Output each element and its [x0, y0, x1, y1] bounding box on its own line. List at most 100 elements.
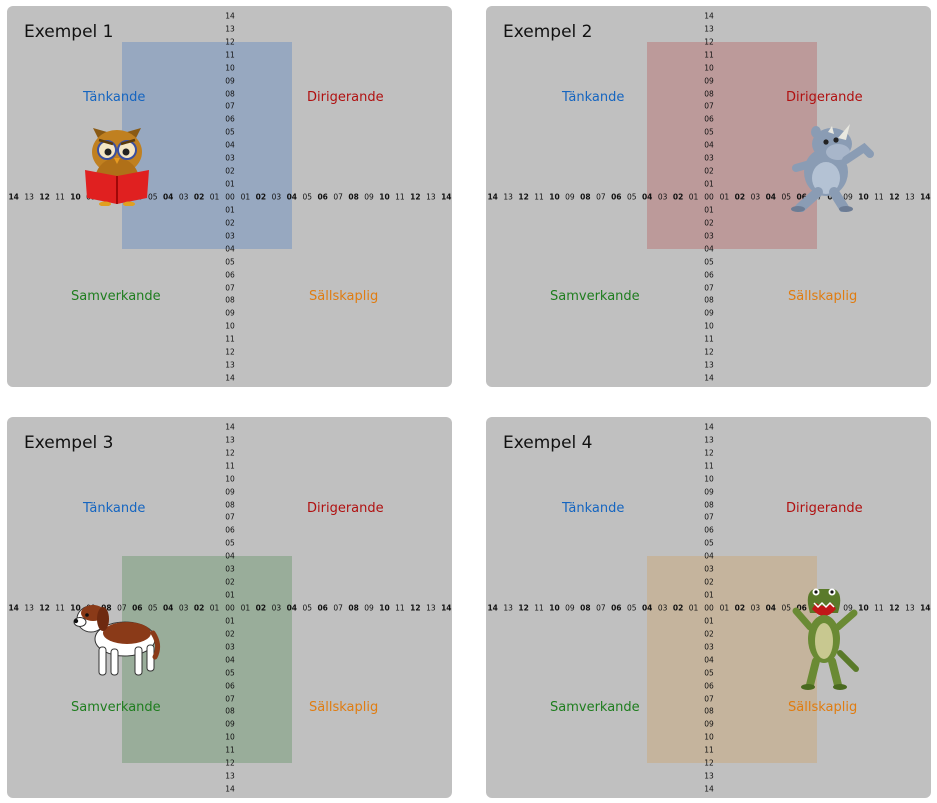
vertical-tick-label: 01	[704, 179, 714, 189]
horizontal-tick-label: 04	[641, 603, 653, 613]
vertical-tick-label: 07	[704, 512, 714, 522]
quadrant-label-dirigerande: Dirigerande	[786, 501, 863, 516]
horizontal-tick-label: 08	[580, 603, 591, 613]
example-title: Exempel 3	[24, 433, 114, 453]
horizontal-tick-label: 09	[565, 603, 575, 613]
vertical-tick-label: 06	[225, 114, 235, 124]
vertical-tick-label: 14	[225, 422, 235, 432]
horizontal-tick-label: 07	[117, 603, 127, 613]
vertical-tick-label: 02	[704, 218, 714, 228]
horizontal-tick-label: 12	[39, 192, 50, 202]
vertical-tick-label: 00	[225, 603, 235, 613]
quadrant-label-sallskaplig: Sällskaplig	[309, 289, 379, 304]
quadrant-label-dirigerande: Dirigerande	[307, 90, 384, 105]
vertical-tick-label: 00	[704, 603, 714, 613]
vertical-tick-label: 12	[704, 448, 714, 458]
vertical-tick-label: 05	[704, 256, 714, 266]
vertical-tick-label: 05	[704, 538, 714, 548]
horizontal-tick-label: 01	[209, 192, 220, 202]
vertical-tick-label: 13	[704, 24, 714, 34]
vertical-tick-label: 04	[225, 243, 235, 253]
horizontal-tick-label: 11	[874, 603, 884, 613]
vertical-tick-label: 09	[704, 308, 714, 318]
example-title: Exempel 2	[503, 22, 593, 42]
dog-icon	[73, 605, 161, 676]
horizontal-tick-label: 11	[395, 192, 405, 202]
horizontal-tick-label: 10	[379, 603, 390, 613]
vertical-tick-label: 07	[704, 693, 714, 703]
horizontal-tick-label: 11	[534, 192, 544, 202]
vertical-tick-label: 02	[704, 577, 714, 587]
horizontal-tick-label: 04	[162, 192, 174, 202]
vertical-tick-label: 09	[225, 486, 235, 496]
vertical-tick-label: 08	[704, 499, 714, 509]
rhino-icon	[791, 124, 874, 212]
horizontal-tick-label: 06	[317, 192, 328, 202]
crocodile-icon	[792, 588, 859, 690]
vertical-tick-label: 12	[225, 37, 235, 47]
vertical-tick-label: 14	[704, 422, 714, 432]
vertical-tick-label: 05	[704, 127, 714, 137]
quadrant-label-dirigerande: Dirigerande	[307, 501, 384, 516]
vertical-tick-label: 07	[225, 512, 235, 522]
horizontal-tick-label: 05	[147, 603, 158, 613]
vertical-tick-label: 08	[225, 295, 235, 305]
vertical-tick-label: 09	[225, 308, 235, 318]
horizontal-tick-label: 11	[534, 603, 544, 613]
vertical-tick-label: 01	[704, 616, 714, 626]
horizontal-tick-label: 14	[8, 192, 19, 202]
horizontal-tick-label: 07	[596, 192, 606, 202]
vertical-tick-label: 05	[225, 538, 235, 548]
horizontal-tick-label: 05	[302, 603, 313, 613]
quadrant-label-sallskaplig: Sällskaplig	[788, 700, 858, 715]
vertical-tick-label: 11	[704, 334, 714, 344]
horizontal-tick-label: 03	[178, 603, 189, 613]
vertical-tick-label: 06	[225, 269, 235, 279]
vertical-tick-label: 14	[704, 373, 714, 383]
horizontal-tick-label: 13	[426, 603, 436, 613]
horizontal-tick-label: 12	[410, 192, 421, 202]
horizontal-tick-label: 12	[889, 603, 900, 613]
vertical-tick-label: 13	[225, 360, 235, 370]
vertical-tick-label: 10	[225, 62, 235, 72]
vertical-tick-label: 01	[704, 205, 714, 215]
vertical-tick-label: 01	[225, 205, 235, 215]
quadrant-label-samverkande: Samverkande	[550, 289, 640, 304]
vertical-tick-label: 09	[704, 486, 714, 496]
vertical-tick-label: 13	[225, 435, 235, 445]
horizontal-tick-label: 07	[333, 603, 343, 613]
vertical-tick-label: 13	[704, 771, 714, 781]
horizontal-tick-label: 03	[271, 603, 282, 613]
vertical-tick-label: 03	[704, 564, 714, 574]
vertical-tick-label: 00	[704, 192, 714, 202]
quadrant-label-samverkande: Samverkande	[550, 700, 640, 715]
vertical-tick-label: 07	[225, 693, 235, 703]
horizontal-tick-label: 02	[255, 603, 267, 613]
vertical-tick-label: 13	[225, 24, 235, 34]
horizontal-tick-label: 13	[503, 192, 513, 202]
vertical-tick-label: 05	[225, 667, 235, 677]
vertical-tick-label: 06	[704, 269, 714, 279]
horizontal-tick-label: 05	[626, 192, 637, 202]
horizontal-tick-label: 10	[549, 603, 560, 613]
vertical-tick-label: 01	[225, 590, 235, 600]
vertical-tick-label: 08	[225, 706, 235, 716]
horizontal-tick-label: 07	[596, 603, 606, 613]
vertical-tick-label: 09	[704, 75, 714, 85]
horizontal-tick-label: 11	[55, 192, 65, 202]
vertical-tick-label: 05	[225, 256, 235, 266]
horizontal-tick-label: 03	[750, 192, 761, 202]
quadrant-label-samverkande: Samverkande	[71, 700, 161, 715]
vertical-tick-label: 14	[704, 784, 714, 794]
vertical-tick-label: 05	[225, 127, 235, 137]
vertical-tick-label: 10	[704, 732, 714, 742]
vertical-tick-label: 06	[704, 680, 714, 690]
horizontal-tick-label: 04	[765, 192, 777, 202]
vertical-tick-label: 09	[225, 719, 235, 729]
horizontal-tick-label: 14	[487, 603, 498, 613]
vertical-tick-label: 03	[225, 231, 235, 241]
horizontal-tick-label: 10	[70, 603, 81, 613]
vertical-tick-label: 13	[704, 435, 714, 445]
vertical-tick-label: 09	[704, 719, 714, 729]
example-panel-1: Exempel 1 Tänkande Dirigerande Samverkan…	[7, 6, 452, 387]
